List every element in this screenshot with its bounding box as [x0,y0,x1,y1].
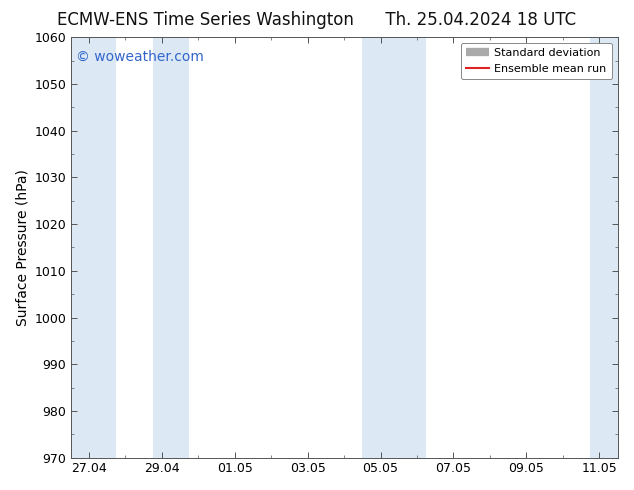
Text: ECMW-ENS Time Series Washington      Th. 25.04.2024 18 UTC: ECMW-ENS Time Series Washington Th. 25.0… [58,11,576,29]
Bar [362,37,426,458]
Bar [70,37,116,458]
Legend: Standard deviation, Ensemble mean run: Standard deviation, Ensemble mean run [461,43,612,79]
Bar [590,37,618,458]
Text: © woweather.com: © woweather.com [76,50,204,64]
Y-axis label: Surface Pressure (hPa): Surface Pressure (hPa) [15,169,29,326]
Bar [153,37,189,458]
